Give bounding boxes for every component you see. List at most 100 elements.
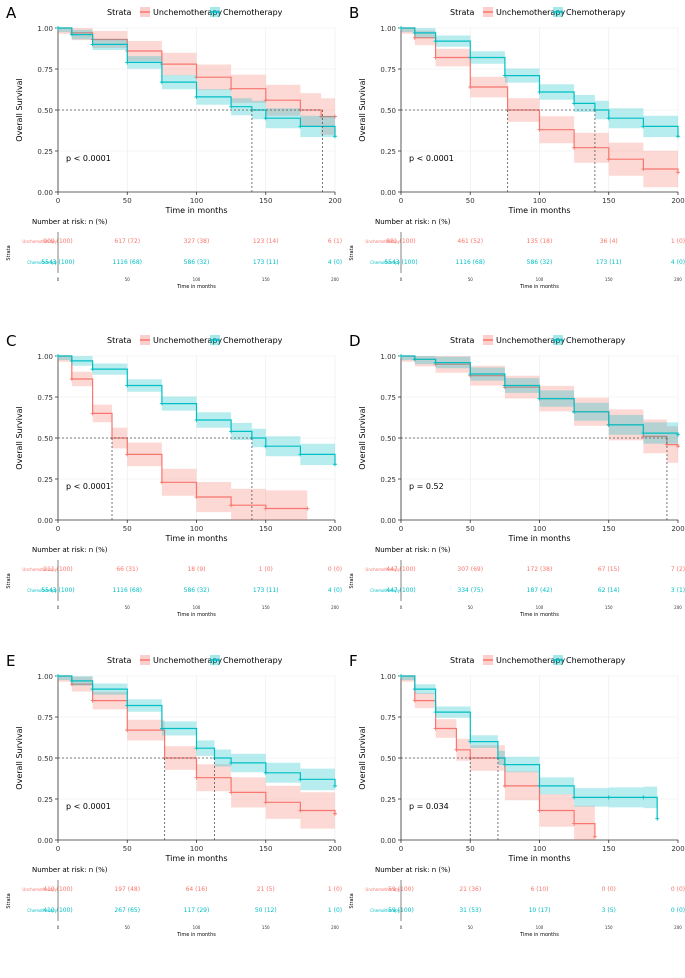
x-tick-label: 50: [123, 197, 132, 205]
risk-cell: 197 (48): [114, 886, 140, 893]
y-tick-label: 1.00: [380, 353, 396, 361]
panel-f: F Strata Unchemotherapy Chemotherapy0.000.2…: [349, 652, 685, 938]
risk-cell: 6 (1): [328, 238, 342, 245]
risk-x-tick-label: 100: [536, 925, 544, 930]
y-tick-label: 0.00: [37, 189, 53, 197]
legend-label: Chemotherapy: [566, 336, 626, 345]
risk-x-tick-label: 0: [400, 605, 403, 610]
censor-mark-unchemotherapy: [537, 127, 542, 132]
y-tick-label: 0.25: [37, 148, 53, 156]
censor-mark-chemotherapy: [229, 760, 234, 765]
risk-row-label: Unchemotherapy: [365, 567, 400, 572]
risk-cell: 173 (11): [253, 259, 279, 266]
censor-mark-chemotherapy: [606, 422, 611, 427]
x-axis-label: Time in months: [507, 534, 570, 543]
risk-x-tick-label: 50: [125, 925, 131, 930]
risk-x-tick-label: 100: [536, 277, 544, 282]
censor-mark-chemotherapy: [90, 42, 95, 47]
censor-mark-unchemotherapy: [333, 114, 337, 119]
censor-mark-chemotherapy: [333, 783, 337, 788]
y-tick-label: 1.00: [37, 25, 53, 33]
risk-x-tick-label: 100: [536, 605, 544, 610]
risk-cell: 173 (11): [596, 259, 622, 266]
risk-cell: 62 (14): [598, 587, 620, 594]
x-tick-label: 200: [671, 197, 684, 205]
censor-mark-chemotherapy: [90, 687, 95, 692]
legend-title: Strata: [107, 336, 132, 345]
risk-cell: 135 (18): [527, 238, 553, 245]
risk-x-tick-label: 150: [262, 605, 270, 610]
legend-title: Strata: [450, 656, 475, 665]
y-axis-label: Overall Survival: [358, 406, 367, 469]
legend-label: Unchemotherapy: [153, 8, 222, 17]
x-tick-label: 150: [259, 525, 272, 533]
x-axis-label: Time in months: [164, 206, 227, 215]
censor-mark-chemotherapy: [502, 383, 507, 388]
risk-x-tick-label: 0: [57, 925, 60, 930]
y-tick-label: 1.00: [37, 673, 53, 681]
risk-cell: 0 (0): [671, 907, 685, 914]
risk-cell: 36 (4): [600, 238, 618, 245]
y-tick-label: 0.75: [37, 714, 53, 722]
y-tick-label: 0.25: [380, 476, 396, 484]
censor-mark-chemotherapy: [537, 783, 542, 788]
x-tick-label: 200: [328, 197, 341, 205]
x-tick-label: 150: [259, 845, 272, 853]
x-tick-label: 50: [466, 845, 475, 853]
risk-row-label: Chemotherapy: [27, 908, 57, 913]
risk-table-strata-label: Strata: [349, 573, 355, 588]
censor-mark-unchemotherapy: [194, 495, 199, 500]
censor-mark-chemotherapy: [194, 94, 199, 99]
risk-cell: 586 (32): [184, 259, 210, 266]
censor-mark-chemotherapy: [412, 357, 417, 362]
ci-band-unchemotherapy: [401, 356, 678, 466]
censor-mark-unchemotherapy: [641, 167, 646, 172]
x-axis-label: Time in months: [164, 534, 227, 543]
y-tick-label: 0.75: [380, 714, 396, 722]
p-value: p < 0.0001: [66, 802, 111, 811]
censor-mark-chemotherapy: [606, 116, 611, 121]
risk-cell: 67 (15): [598, 566, 620, 573]
risk-table-title: Number at risk: n (%): [375, 546, 451, 554]
legend: Strata Unchemotherapy Chemotherapy: [107, 335, 283, 345]
risk-x-tick-label: 50: [125, 605, 131, 610]
legend-label: Unchemotherapy: [153, 656, 222, 665]
risk-cell: 18 (9): [187, 566, 205, 573]
x-tick-label: 50: [123, 845, 132, 853]
risk-x-tick-label: 150: [605, 277, 613, 282]
x-tick-label: 100: [533, 197, 546, 205]
risk-x-tick-label: 100: [193, 605, 201, 610]
censor-mark-chemotherapy: [194, 417, 199, 422]
risk-cell: 1116 (68): [113, 587, 143, 594]
risk-x-tick-label: 200: [674, 277, 682, 282]
risk-cell: 4 (0): [328, 587, 342, 594]
y-axis-label: Overall Survival: [15, 726, 24, 789]
censor-mark-unchemotherapy: [319, 114, 324, 119]
risk-table-title: Number at risk: n (%): [375, 866, 451, 874]
censor-mark-unchemotherapy: [69, 376, 74, 381]
p-value: p < 0.0001: [409, 154, 454, 163]
censor-mark-chemotherapy: [399, 354, 403, 358]
risk-table-strata-label: Strata: [349, 245, 355, 260]
y-axis-label: Overall Survival: [15, 406, 24, 469]
risk-x-tick-label: 150: [605, 925, 613, 930]
censor-mark-chemotherapy: [125, 703, 130, 708]
y-tick-label: 0.00: [380, 837, 396, 845]
risk-x-tick-label: 50: [468, 605, 474, 610]
censor-mark-chemotherapy: [537, 89, 542, 94]
censor-mark-unchemotherapy: [229, 86, 234, 91]
risk-row-label: Unchemotherapy: [22, 567, 57, 572]
risk-table-strata-label: Strata: [6, 245, 12, 260]
legend: Strata Unchemotherapy Chemotherapy: [450, 335, 626, 345]
censor-mark-chemotherapy: [263, 116, 268, 121]
censor-mark-chemotherapy: [56, 354, 60, 358]
censor-mark-unchemotherapy: [606, 157, 611, 162]
p-value: p < 0.0001: [66, 154, 111, 163]
censor-mark-unchemotherapy: [305, 506, 310, 511]
risk-cell: 7 (2): [671, 566, 685, 573]
x-tick-label: 100: [533, 845, 546, 853]
p-value: p = 0.52: [409, 482, 444, 491]
risk-table-title: Number at risk: n (%): [32, 546, 108, 554]
